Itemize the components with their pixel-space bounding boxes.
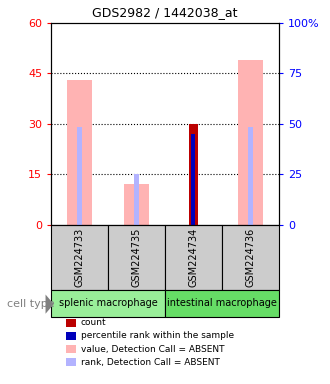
Bar: [134, 174, 139, 225]
Text: cell type: cell type: [7, 299, 54, 309]
Bar: [222, 225, 279, 290]
Bar: [51, 225, 108, 290]
Bar: [238, 60, 263, 225]
Bar: [124, 184, 149, 225]
Text: splenic macrophage: splenic macrophage: [59, 298, 157, 308]
Bar: [51, 290, 165, 317]
Text: count: count: [81, 318, 107, 328]
Bar: [191, 134, 195, 225]
Text: GSM224735: GSM224735: [132, 228, 142, 287]
Bar: [77, 127, 82, 225]
Text: GSM224736: GSM224736: [246, 228, 255, 287]
Text: intestinal macrophage: intestinal macrophage: [167, 298, 277, 308]
Text: GSM224734: GSM224734: [188, 228, 198, 287]
Text: GSM224733: GSM224733: [75, 228, 84, 287]
Bar: [108, 225, 165, 290]
Text: rank, Detection Call = ABSENT: rank, Detection Call = ABSENT: [81, 358, 220, 367]
Text: percentile rank within the sample: percentile rank within the sample: [81, 331, 234, 341]
Bar: [165, 225, 222, 290]
Bar: [248, 127, 253, 225]
Text: value, Detection Call = ABSENT: value, Detection Call = ABSENT: [81, 344, 224, 354]
Title: GDS2982 / 1442038_at: GDS2982 / 1442038_at: [92, 6, 238, 19]
Bar: [165, 290, 279, 317]
Bar: [67, 80, 92, 225]
Bar: [189, 124, 198, 225]
